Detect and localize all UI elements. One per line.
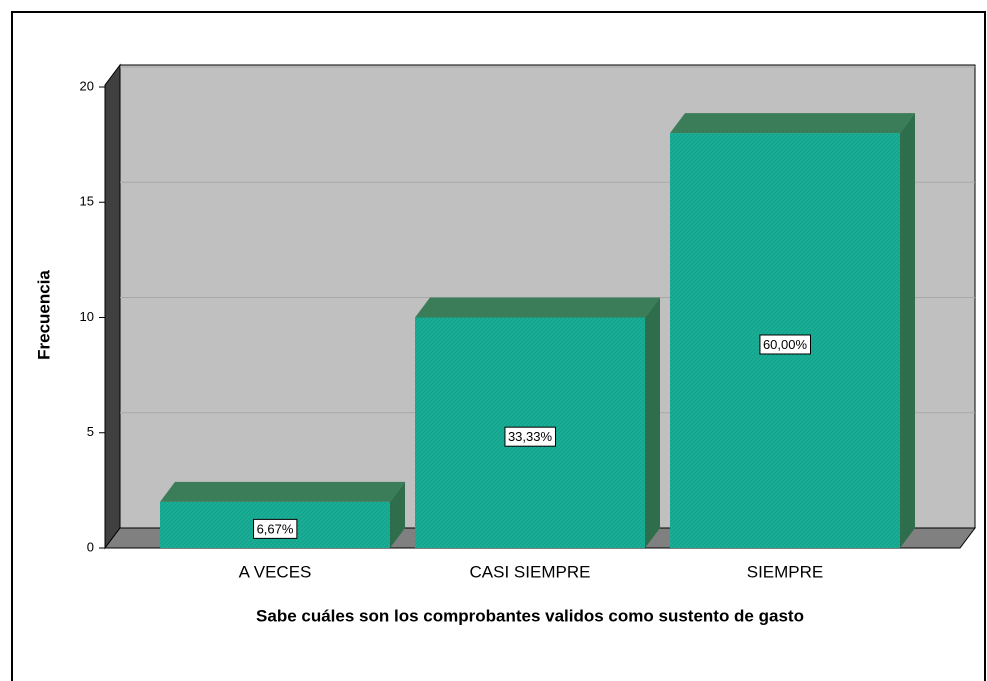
side-wall (104, 63, 121, 550)
frame (11, 11, 986, 681)
data-label: 33,33% (508, 429, 553, 444)
data-label-box (759, 334, 811, 355)
y-tick-label: 15 (80, 194, 94, 209)
bar-top (415, 297, 660, 318)
bar-top (160, 481, 405, 502)
x-tick-label: A VECES (239, 562, 312, 581)
y-tick-label: 0 (87, 539, 94, 554)
y-axis-title: Frecuencia (34, 270, 53, 360)
y-tick-label: 5 (87, 424, 94, 439)
bar-side (390, 481, 405, 548)
data-label-box (253, 518, 298, 539)
x-axis-title: Sabe cuáles son los comprobantes validos… (256, 606, 804, 625)
data-label-box (504, 426, 556, 447)
bar-side (645, 297, 660, 548)
y-tick-label: 20 (80, 78, 94, 93)
x-tick-label: SIEMPRE (747, 562, 824, 581)
bar-top (670, 113, 915, 134)
bar-side (900, 113, 915, 548)
y-tick-label: 10 (80, 309, 94, 324)
x-tick-label: CASI SIEMPRE (470, 562, 591, 581)
data-label: 60,00% (763, 337, 808, 352)
data-label: 6,67% (257, 521, 294, 536)
